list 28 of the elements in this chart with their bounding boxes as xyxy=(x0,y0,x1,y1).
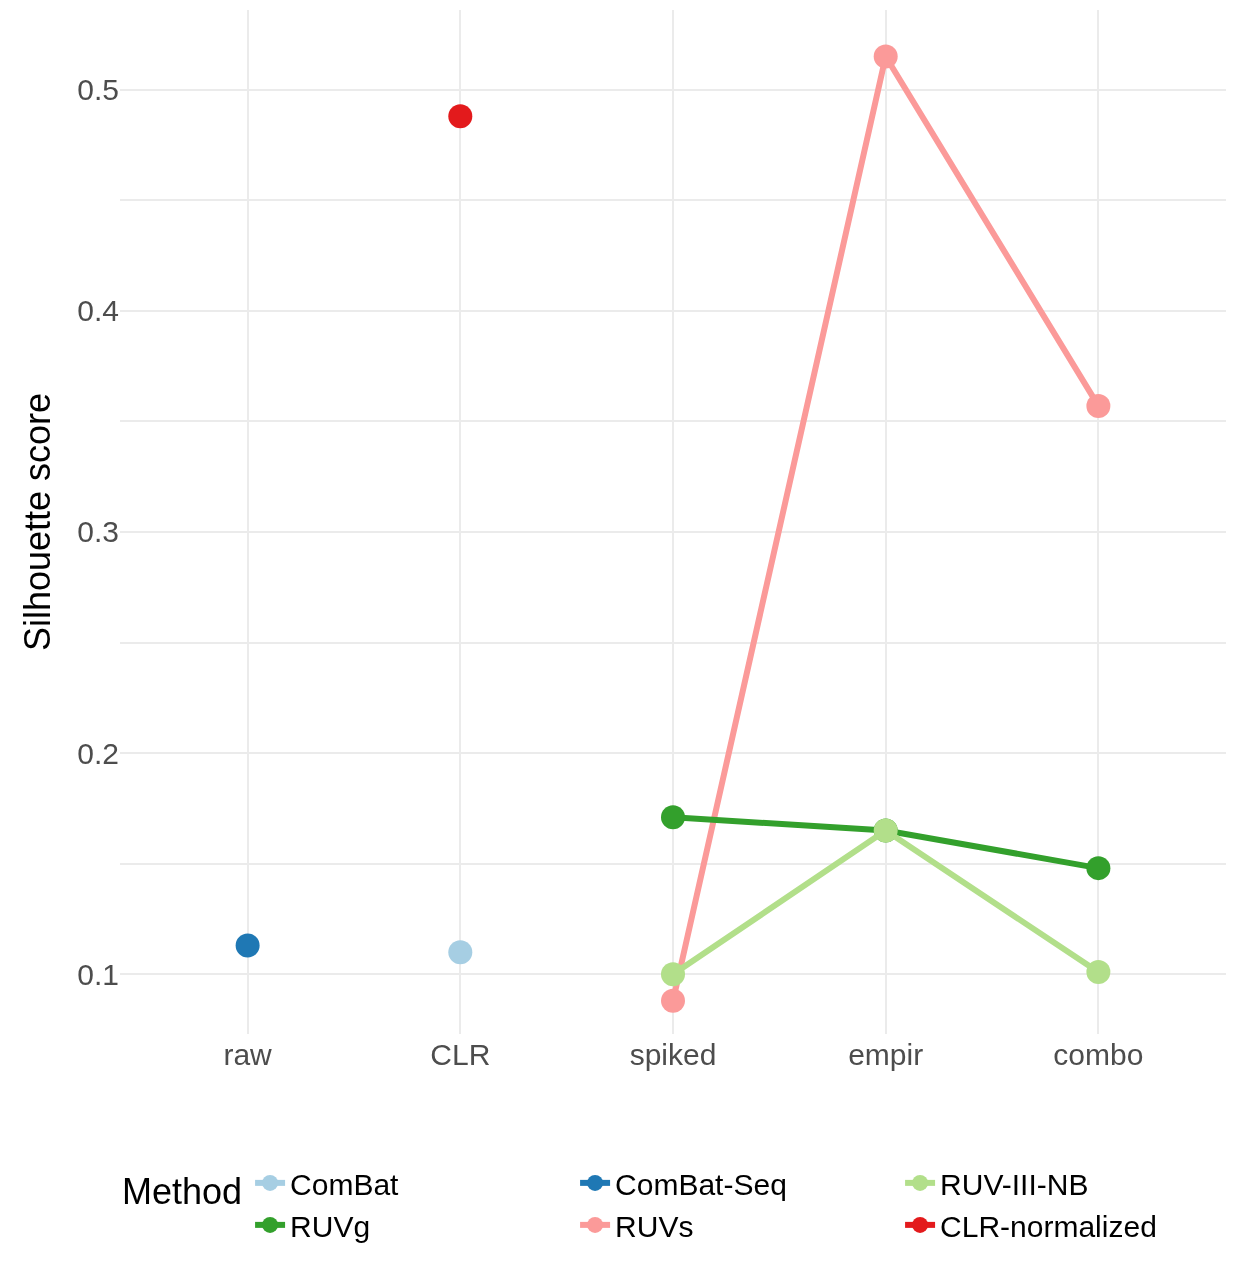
legend-label: RUVs xyxy=(615,1209,694,1243)
legend-title: Method xyxy=(122,1170,243,1212)
point xyxy=(448,104,473,129)
point xyxy=(661,988,685,1013)
legend-label: RUV-III-NB xyxy=(940,1167,1089,1201)
point xyxy=(235,933,260,958)
point xyxy=(1086,393,1111,418)
y-axis-title: Silhouette score xyxy=(17,392,59,652)
point xyxy=(1086,960,1111,985)
y-tick-label: 0.5 xyxy=(77,73,119,107)
y-tick-label: 0.1 xyxy=(77,957,119,991)
y-tick-label: 0.3 xyxy=(77,515,119,549)
legend-label: RUVg xyxy=(290,1209,371,1243)
point xyxy=(873,44,898,69)
legend-label: CLR-normalized xyxy=(940,1209,1157,1243)
point xyxy=(448,940,473,965)
legend-label: ComBat-Seq xyxy=(615,1167,787,1201)
y-tick-label: 0.2 xyxy=(77,736,119,770)
legend-label: ComBat xyxy=(290,1167,400,1201)
point xyxy=(661,962,685,987)
point xyxy=(1086,856,1111,881)
x-tick-label: raw xyxy=(223,1038,273,1071)
x-tick-label: empir xyxy=(848,1038,924,1071)
y-tick-label: 0.4 xyxy=(77,294,119,328)
x-tick-label: CLR xyxy=(430,1038,491,1071)
x-tick-label: spiked xyxy=(629,1038,717,1071)
x-tick-label: combo xyxy=(1053,1038,1144,1071)
point xyxy=(661,805,685,830)
